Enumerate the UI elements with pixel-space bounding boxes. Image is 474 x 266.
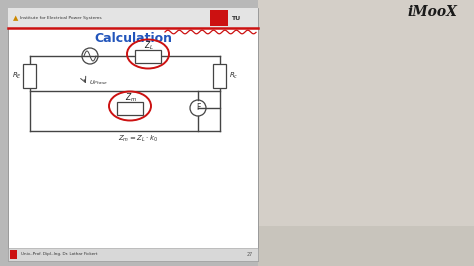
FancyBboxPatch shape	[117, 102, 143, 114]
FancyBboxPatch shape	[258, 0, 474, 266]
FancyBboxPatch shape	[8, 8, 258, 261]
Text: iMooX: iMooX	[408, 5, 458, 19]
Text: ▲: ▲	[13, 15, 18, 21]
FancyBboxPatch shape	[10, 250, 17, 259]
FancyBboxPatch shape	[135, 49, 161, 63]
Text: F: F	[196, 103, 200, 113]
Text: TU: TU	[231, 15, 240, 20]
Text: $Z_m = Z_L \cdot k_0$: $Z_m = Z_L \cdot k_0$	[118, 134, 158, 144]
FancyBboxPatch shape	[8, 248, 258, 261]
Text: Calculation: Calculation	[94, 32, 172, 45]
Text: Univ.-Prof. Dipl.-Ing. Dr. Lothar Fickert: Univ.-Prof. Dipl.-Ing. Dr. Lothar Ficker…	[21, 252, 98, 256]
Text: $R_c$: $R_c$	[229, 71, 238, 81]
FancyBboxPatch shape	[210, 10, 228, 26]
Text: $Z_L$: $Z_L$	[144, 40, 154, 52]
Text: $Z_m$: $Z_m$	[125, 92, 137, 104]
FancyBboxPatch shape	[213, 64, 227, 88]
Text: 27: 27	[247, 252, 253, 257]
Text: $R_E$: $R_E$	[11, 71, 21, 81]
FancyBboxPatch shape	[258, 226, 474, 266]
FancyBboxPatch shape	[8, 8, 258, 28]
Text: Institute for Electrical Power Systems: Institute for Electrical Power Systems	[20, 16, 101, 20]
Text: $U_{Phase}$: $U_{Phase}$	[89, 78, 109, 88]
FancyBboxPatch shape	[24, 64, 36, 88]
